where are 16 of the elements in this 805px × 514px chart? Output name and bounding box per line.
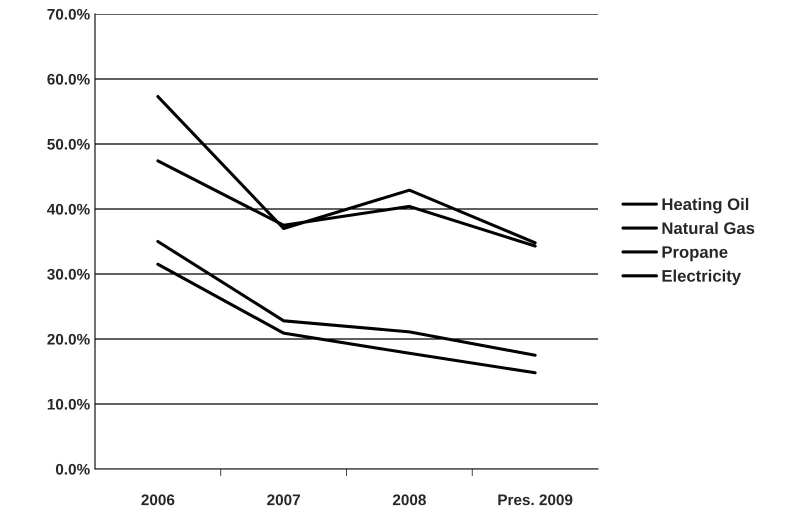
x-tick-label: Pres. 2009 [498,494,572,506]
y-tick-label: 0.0% [56,464,90,475]
y-tick-label: 10.0% [48,398,90,410]
y-tick-label: 60.0% [47,74,90,85]
x-tick-label: 2008 [392,494,426,506]
y-tick-label: 50.0% [47,138,90,150]
x-tick-label: 2006 [141,494,174,506]
y-tick-label: 70.0% [47,8,90,20]
legend-label: Propane [662,246,728,262]
y-tick-label: 40.0% [47,204,90,215]
y-tick-label: 20.0% [47,334,90,345]
legend-label: Heating Oil [662,198,748,214]
x-tick-label: 2007 [267,494,300,506]
legend-label: Natural Gas [662,222,754,234]
legend-label: Electricity [662,270,741,286]
y-tick-label: 30.0% [47,268,90,280]
